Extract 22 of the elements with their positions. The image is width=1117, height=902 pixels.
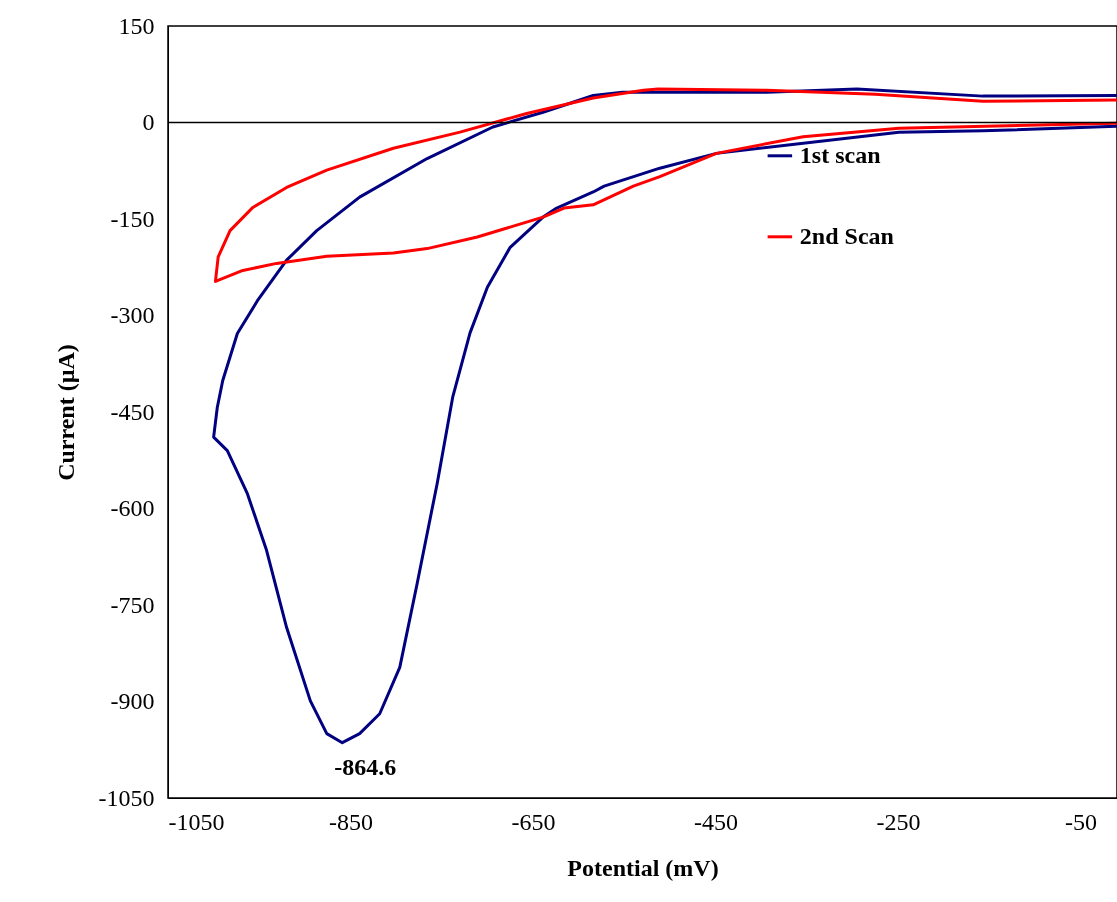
legend-label: 2nd Scan	[799, 222, 894, 249]
y-tick-label: -300	[110, 302, 155, 328]
y-tick-label: -600	[110, 495, 155, 521]
x-tick-label: -250	[876, 808, 921, 835]
y-tick-label: -1050	[98, 784, 155, 811]
x-tick-label: -50	[1065, 808, 1097, 835]
line-series	[213, 87, 1117, 283]
y-tick-label: -900	[110, 688, 155, 714]
x-tick-label: -650	[511, 808, 556, 835]
y-tick-label: 150	[118, 12, 155, 39]
x-axis-title: Potential (mV)	[567, 854, 719, 881]
y-axis-title: Current (µA)	[52, 344, 79, 481]
line-series	[212, 87, 1117, 745]
annotation: -864.6	[334, 754, 397, 781]
y-tick-label: -750	[110, 591, 155, 618]
y-tick-label: -150	[110, 205, 155, 232]
y-tick-label: 0	[142, 109, 155, 135]
x-tick-label: -1050	[168, 808, 225, 835]
legend-label: 1st scan	[799, 141, 881, 168]
x-tick-label: -450	[694, 808, 738, 835]
y-tick-label: -450	[110, 398, 155, 425]
x-tick-label: -850	[329, 808, 373, 835]
